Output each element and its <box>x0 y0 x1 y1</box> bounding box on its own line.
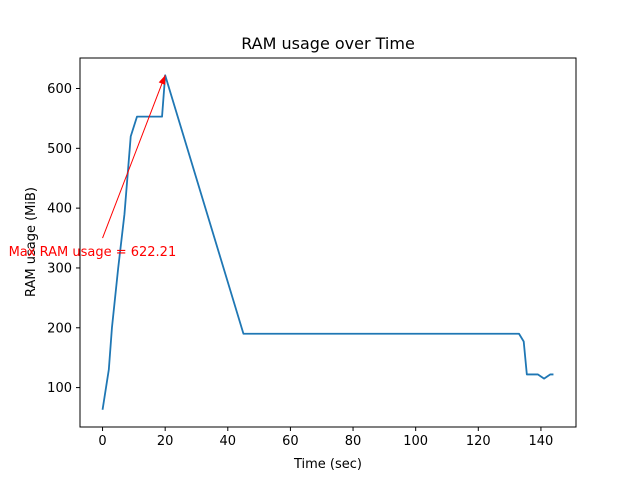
y-tick-label: 300 <box>47 261 72 276</box>
x-tick-label: 80 <box>345 434 362 449</box>
x-tick-label: 60 <box>282 434 299 449</box>
x-tick-label: 120 <box>466 434 491 449</box>
x-tick-label: 0 <box>98 434 106 449</box>
y-axis-ticks: 100 200 300 400 500 600 <box>47 82 80 396</box>
x-tick-label: 100 <box>403 434 428 449</box>
y-tick-label: 600 <box>47 82 72 97</box>
y-axis-label: RAM usage (MiB) <box>24 187 39 297</box>
x-tick-label: 40 <box>220 434 237 449</box>
annotation-text: Max RAM usage = 622.21 <box>9 245 177 260</box>
series-line <box>101 74 554 410</box>
annotation-layer: Max RAM usage = 622.21 <box>9 75 177 260</box>
annotation-arrow-head <box>158 75 166 85</box>
y-tick-label: 500 <box>47 142 72 157</box>
chart-title: RAM usage over Time <box>241 34 415 53</box>
y-tick-label: 200 <box>47 321 72 336</box>
y-tick-label: 400 <box>47 202 72 217</box>
annotation-arrow-line <box>102 75 166 239</box>
x-axis-ticks: 0 20 40 60 80 100 120 140 <box>98 427 553 449</box>
y-tick-label: 100 <box>47 381 72 396</box>
x-tick-label: 140 <box>529 434 554 449</box>
x-axis-label: Time (sec) <box>293 457 362 472</box>
series-layer <box>101 74 554 410</box>
plot-frame <box>79 57 577 428</box>
x-tick-label: 20 <box>157 434 174 449</box>
